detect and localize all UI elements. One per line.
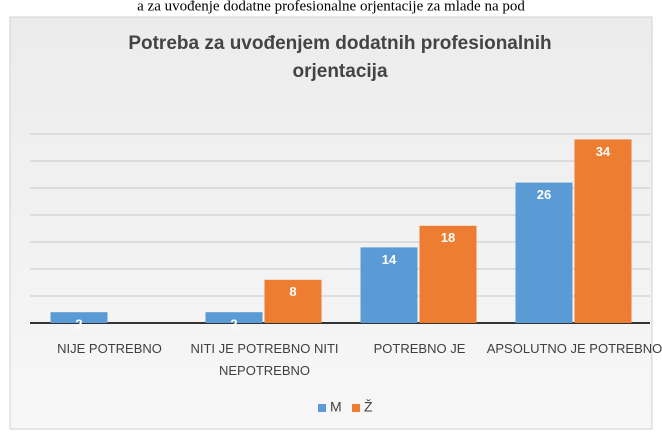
chart-title: Potreba za uvođenjem dodatnih profesiona… (128, 33, 551, 82)
x-tick-label: NITI JE POTREBNO NITI NEPOTREBNO (190, 341, 338, 378)
data-label: 14 (382, 252, 397, 267)
data-label: 2 (230, 317, 237, 332)
bar (50, 312, 108, 323)
bar (574, 139, 632, 323)
legend-swatch (318, 404, 326, 412)
x-tick-label: NIJE POTREBNO (57, 341, 162, 356)
data-label: 26 (537, 187, 551, 202)
x-tick-label: POTREBNO JE (374, 341, 466, 356)
legend-label: M (330, 399, 342, 415)
bar (360, 247, 418, 323)
data-label: 18 (441, 230, 455, 245)
data-label: 34 (596, 144, 611, 159)
data-label: 2 (75, 317, 82, 332)
legend-label: Ž (364, 399, 373, 415)
plot: Potreba za uvođenjem dodatnih profesiona… (30, 33, 662, 415)
bar (205, 312, 263, 323)
data-label: 8 (289, 284, 296, 299)
bar (264, 279, 322, 323)
caption: a za uvođenje dodatne profesionalne orje… (137, 0, 525, 14)
bar (419, 225, 477, 323)
bar (515, 182, 573, 323)
legend-swatch (352, 404, 360, 412)
x-tick-label: APSOLUTNO JE POTREBNO (487, 341, 662, 356)
